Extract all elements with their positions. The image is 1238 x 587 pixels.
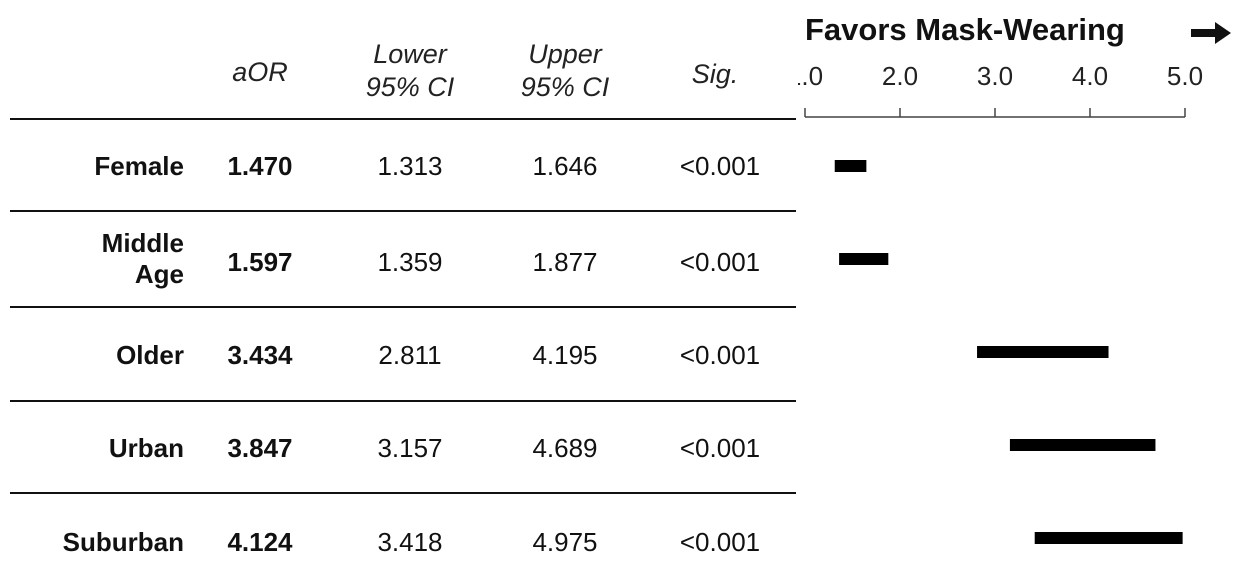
row-4-aor: 3.847 bbox=[227, 433, 293, 463]
row-1-upper: 1.646 bbox=[532, 151, 598, 181]
ci-bar bbox=[839, 253, 889, 265]
row-label-suburban: Suburban bbox=[62, 527, 184, 557]
row-3-aor: 3.434 bbox=[227, 340, 293, 370]
x-tick-label: 2.0 bbox=[882, 61, 918, 91]
header-lower-line2: 95% CI bbox=[365, 72, 455, 102]
row-4-sig: <0.001 bbox=[679, 433, 761, 463]
row-3-upper: 4.195 bbox=[532, 340, 598, 370]
forest-plot: 1.0 2.0 3.0 4.0 5.0 bbox=[798, 61, 1203, 544]
row-2-aor: 1.597 bbox=[227, 247, 293, 277]
row-3-lower: 2.811 bbox=[378, 340, 442, 370]
row-label-middle-age-line2: Age bbox=[134, 259, 184, 289]
row-1-aor: 1.470 bbox=[227, 151, 293, 181]
row-1-lower: 1.313 bbox=[377, 151, 443, 181]
row-label-middle-age: Middle Age bbox=[10, 228, 184, 290]
header-sig: Sig. bbox=[691, 59, 739, 89]
row-5-aor: 4.124 bbox=[227, 527, 293, 557]
ci-bar bbox=[977, 346, 1109, 358]
x-tick-label: 3.0 bbox=[977, 61, 1013, 91]
row-2-sig: <0.001 bbox=[679, 247, 761, 277]
header-aor: aOR bbox=[232, 57, 288, 87]
row-label-older: Older bbox=[116, 340, 184, 370]
row-4-lower: 3.157 bbox=[377, 433, 443, 463]
row-5-lower: 3.418 bbox=[377, 527, 443, 557]
row-4-upper: 4.689 bbox=[532, 433, 598, 463]
row-1-sig: <0.001 bbox=[679, 151, 761, 181]
row-2-lower: 1.359 bbox=[377, 247, 443, 277]
ci-bar bbox=[1034, 532, 1183, 544]
header-lower-ci: Lower 95% CI bbox=[345, 38, 475, 104]
rule-row-2 bbox=[10, 306, 796, 308]
row-2-upper: 1.877 bbox=[532, 247, 598, 277]
row-label-middle-age-line1: Middle bbox=[101, 228, 184, 258]
favors-header: Favors Mask-Wearing bbox=[805, 12, 1235, 52]
x-tick-label: 5.0 bbox=[1167, 61, 1203, 91]
ci-bar bbox=[1009, 439, 1156, 451]
rule-row-4 bbox=[10, 492, 796, 494]
chart-title: Favors Mask-Wearing bbox=[805, 12, 1125, 47]
row-3-sig: <0.001 bbox=[679, 340, 761, 370]
header-upper-ci: Upper 95% CI bbox=[500, 38, 630, 104]
rule-row-1 bbox=[10, 210, 796, 212]
row-5-upper: 4.975 bbox=[532, 527, 598, 557]
rule-header bbox=[10, 118, 796, 120]
right-arrow-icon bbox=[1191, 22, 1231, 44]
row-label-female: Female bbox=[94, 151, 184, 181]
x-tick-label: 1.0 bbox=[798, 61, 823, 91]
ci-bar bbox=[834, 160, 867, 172]
header-upper-line1: Upper bbox=[528, 39, 602, 69]
rule-row-3 bbox=[10, 400, 796, 402]
header-upper-line2: 95% CI bbox=[520, 72, 610, 102]
x-tick-label: 4.0 bbox=[1072, 61, 1108, 91]
row-5-sig: <0.001 bbox=[679, 527, 761, 557]
header-lower-line1: Lower bbox=[373, 39, 447, 69]
row-label-urban: Urban bbox=[108, 433, 184, 463]
